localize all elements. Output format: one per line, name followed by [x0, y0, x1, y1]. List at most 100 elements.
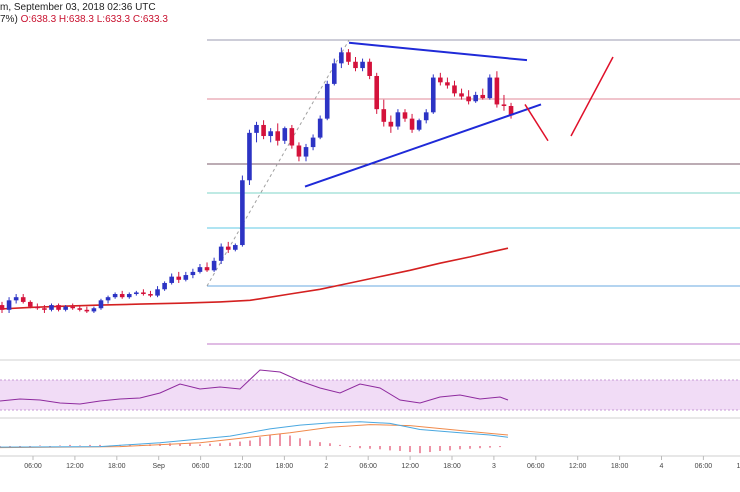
candle-body	[77, 308, 83, 310]
candle-body	[0, 305, 5, 310]
candle-body	[438, 77, 443, 83]
candle-body	[49, 305, 54, 310]
candle-body	[204, 267, 210, 271]
candle-body	[98, 300, 104, 309]
candle-body	[501, 104, 507, 106]
candle-body	[155, 289, 160, 296]
candle-body	[445, 82, 450, 86]
candle-body	[473, 94, 478, 102]
candle-body	[42, 308, 47, 310]
candle-body	[105, 297, 111, 301]
candle-body	[494, 77, 500, 105]
x-tick-label: 12:00	[234, 463, 252, 470]
x-tick-label: 06:00	[192, 463, 210, 470]
rsi-line	[0, 369, 509, 405]
candle-body	[254, 124, 259, 133]
candle-body	[63, 306, 68, 310]
candle-body	[141, 292, 146, 295]
candle-body	[35, 306, 40, 309]
x-tick-label: 06:00	[24, 463, 42, 470]
upper-trendline	[348, 41, 528, 62]
candle-body	[367, 61, 372, 76]
candle-body	[346, 52, 351, 62]
candle-body	[119, 294, 125, 298]
candle-body	[13, 297, 19, 301]
x-tick-label: 4	[660, 463, 664, 470]
candle-body	[296, 145, 302, 157]
candles-group	[0, 47, 514, 313]
candle-body	[169, 276, 174, 283]
candle-body	[466, 96, 471, 102]
candle-body	[395, 112, 401, 127]
candle-body	[261, 124, 266, 137]
candle-body	[310, 137, 316, 148]
candle-body	[84, 309, 90, 312]
candle-body	[282, 128, 288, 141]
candle-body	[388, 121, 394, 127]
candle-body	[430, 77, 436, 113]
candle-body	[91, 308, 97, 312]
candle-body	[374, 75, 380, 110]
candle-body	[268, 131, 273, 137]
projection-stroke	[570, 56, 614, 137]
candle-body	[317, 118, 323, 138]
chart-header-line1: m, September 03, 2018 02:36 UTC	[0, 2, 156, 13]
candle-body	[247, 132, 252, 181]
candle-body	[487, 77, 493, 99]
x-tick-label: 06:00	[695, 463, 713, 470]
ohlc-readout: O:638.3 H:638.3 L:633.3 C:633.3	[20, 14, 168, 25]
candle-body	[126, 294, 132, 298]
fib-anchor-line	[206, 39, 350, 287]
x-tick-label: 18:00	[443, 463, 461, 470]
chart-header-line2: 7%) O:638.3 H:638.3 L:633.3 C:633.3	[0, 14, 168, 25]
candle-body	[6, 300, 12, 310]
candle-body	[183, 275, 189, 280]
candle-body	[275, 131, 281, 141]
candle-body	[423, 112, 429, 121]
projection-stroke	[524, 104, 549, 142]
candle-body	[233, 245, 238, 250]
candle-body	[56, 305, 61, 310]
candle-body	[381, 109, 387, 122]
candle-body	[218, 246, 224, 261]
x-tick-label: Sep	[152, 463, 165, 470]
x-tick-label: 12:00	[569, 463, 587, 470]
x-tick-label: 3	[492, 463, 496, 470]
candle-body	[508, 106, 514, 116]
candle-body	[240, 180, 245, 246]
candle-body	[409, 118, 415, 130]
candle-body	[452, 85, 457, 94]
candle-body	[353, 61, 358, 69]
candle-body	[360, 61, 365, 69]
x-tick-label: 12:00	[401, 463, 419, 470]
x-tick-label: 12:00	[66, 463, 84, 470]
rsi-band	[0, 380, 740, 410]
x-tick-label: 18:00	[611, 463, 629, 470]
candle-body	[148, 294, 153, 296]
candle-body	[27, 301, 33, 307]
candle-body	[162, 282, 167, 290]
candle-body	[134, 292, 139, 295]
macd-signal-line	[0, 424, 509, 449]
x-tick-label: 2	[324, 463, 328, 470]
candle-body	[480, 94, 486, 99]
x-tick-label: 12:00	[737, 463, 740, 470]
candle-body	[190, 271, 196, 276]
candle-body	[289, 128, 295, 146]
x-tick-label: 06:00	[359, 463, 377, 470]
x-tick-label: 18:00	[108, 463, 126, 470]
candle-body	[331, 63, 337, 84]
x-tick-label: 18:00	[276, 463, 294, 470]
candle-body	[70, 306, 75, 309]
macd-line	[0, 421, 509, 448]
candle-body	[303, 147, 309, 157]
candle-body	[324, 83, 330, 119]
candle-body	[225, 246, 231, 250]
candle-body	[416, 120, 422, 130]
lower-trendline	[304, 103, 542, 188]
x-tick-label: 06:00	[527, 463, 545, 470]
candle-body	[459, 93, 464, 97]
candle-body	[402, 112, 408, 119]
moving-average-line	[0, 247, 509, 310]
